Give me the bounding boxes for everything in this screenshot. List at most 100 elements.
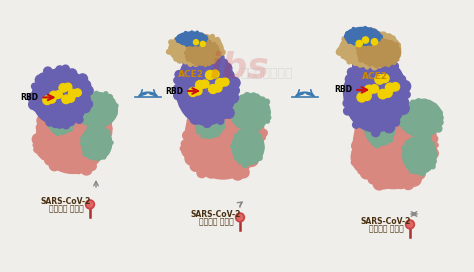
Circle shape xyxy=(59,84,67,92)
Circle shape xyxy=(212,168,222,178)
Circle shape xyxy=(359,162,371,173)
Circle shape xyxy=(97,124,102,130)
Circle shape xyxy=(344,89,351,97)
Circle shape xyxy=(97,137,100,140)
Circle shape xyxy=(379,55,383,58)
Circle shape xyxy=(90,132,93,135)
Circle shape xyxy=(206,105,209,108)
Circle shape xyxy=(381,101,395,115)
Circle shape xyxy=(190,161,201,171)
Circle shape xyxy=(79,121,83,126)
Circle shape xyxy=(243,117,248,122)
Circle shape xyxy=(42,136,47,141)
Circle shape xyxy=(427,131,432,136)
Circle shape xyxy=(105,137,109,141)
Circle shape xyxy=(380,141,386,148)
Circle shape xyxy=(78,74,88,84)
Circle shape xyxy=(199,140,210,150)
Circle shape xyxy=(103,120,109,125)
Circle shape xyxy=(386,63,390,67)
Circle shape xyxy=(54,109,57,113)
Circle shape xyxy=(381,160,385,165)
Circle shape xyxy=(379,35,383,38)
Circle shape xyxy=(107,118,111,123)
Circle shape xyxy=(210,111,213,114)
Circle shape xyxy=(50,117,61,128)
Circle shape xyxy=(71,89,77,95)
Circle shape xyxy=(404,152,409,156)
Circle shape xyxy=(380,58,386,65)
Circle shape xyxy=(201,134,205,138)
Circle shape xyxy=(412,140,416,144)
Circle shape xyxy=(206,135,209,138)
Ellipse shape xyxy=(185,95,261,179)
Circle shape xyxy=(384,42,387,45)
Circle shape xyxy=(413,132,417,135)
Circle shape xyxy=(191,147,194,150)
Circle shape xyxy=(92,100,102,110)
Circle shape xyxy=(43,149,46,153)
Circle shape xyxy=(38,108,47,117)
Circle shape xyxy=(397,129,402,135)
Circle shape xyxy=(431,132,436,136)
Circle shape xyxy=(345,45,347,48)
Circle shape xyxy=(188,33,192,37)
Circle shape xyxy=(358,169,363,174)
Circle shape xyxy=(80,80,91,91)
Circle shape xyxy=(239,95,245,100)
Circle shape xyxy=(365,85,374,95)
Circle shape xyxy=(210,153,214,156)
Circle shape xyxy=(33,103,42,112)
Circle shape xyxy=(246,109,251,115)
Circle shape xyxy=(198,57,202,61)
Circle shape xyxy=(404,110,410,117)
Circle shape xyxy=(180,51,183,54)
Circle shape xyxy=(187,48,191,52)
Circle shape xyxy=(253,99,257,103)
Circle shape xyxy=(425,166,429,170)
Circle shape xyxy=(107,126,112,131)
Circle shape xyxy=(43,96,51,104)
Circle shape xyxy=(375,32,379,35)
Circle shape xyxy=(69,107,72,111)
Circle shape xyxy=(220,147,226,152)
Circle shape xyxy=(372,35,374,37)
Circle shape xyxy=(369,42,372,45)
Circle shape xyxy=(210,140,215,144)
Circle shape xyxy=(357,92,366,102)
Circle shape xyxy=(28,93,38,103)
Circle shape xyxy=(244,131,252,139)
Circle shape xyxy=(408,157,410,160)
Circle shape xyxy=(393,49,400,55)
Circle shape xyxy=(223,98,234,109)
Circle shape xyxy=(391,40,397,45)
Circle shape xyxy=(62,162,71,172)
Circle shape xyxy=(247,112,255,120)
Circle shape xyxy=(104,102,109,107)
Circle shape xyxy=(182,131,191,140)
Circle shape xyxy=(234,144,238,148)
Circle shape xyxy=(109,98,115,104)
Circle shape xyxy=(422,99,427,104)
Circle shape xyxy=(181,141,188,147)
Circle shape xyxy=(85,107,91,113)
Circle shape xyxy=(190,154,194,159)
Circle shape xyxy=(244,93,250,99)
Circle shape xyxy=(237,119,241,123)
Circle shape xyxy=(369,121,378,131)
Circle shape xyxy=(182,34,184,36)
Circle shape xyxy=(379,38,383,43)
Circle shape xyxy=(257,155,262,160)
Circle shape xyxy=(236,213,245,222)
Text: 기초과학연구원: 기초과학연구원 xyxy=(240,67,292,80)
Circle shape xyxy=(419,149,423,153)
Circle shape xyxy=(196,120,199,123)
Circle shape xyxy=(397,142,404,149)
Circle shape xyxy=(394,175,408,188)
Circle shape xyxy=(360,159,366,165)
Circle shape xyxy=(364,56,373,65)
Circle shape xyxy=(364,29,365,30)
Circle shape xyxy=(57,162,64,170)
Circle shape xyxy=(196,31,199,33)
Circle shape xyxy=(234,155,240,161)
